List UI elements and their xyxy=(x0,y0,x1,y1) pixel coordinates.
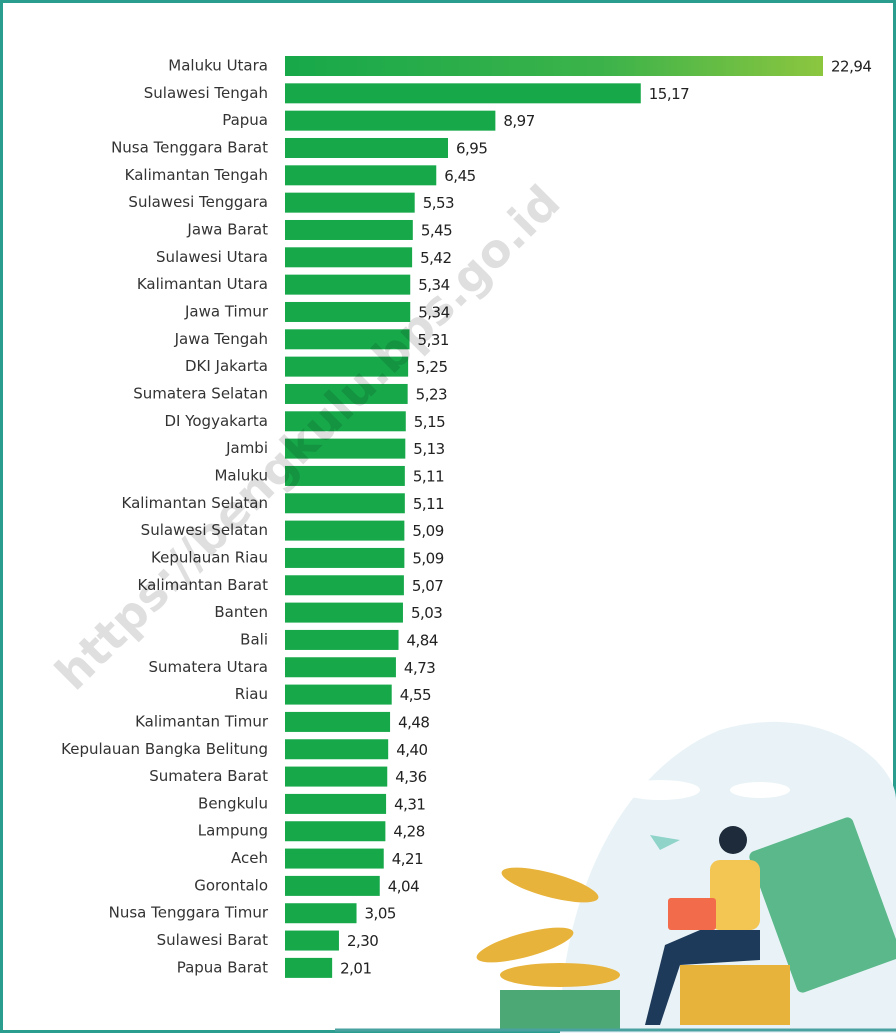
value-label: 3,05 xyxy=(365,905,396,923)
value-label: 2,30 xyxy=(347,932,378,950)
category-label: Sumatera Utara xyxy=(149,658,268,676)
bar xyxy=(285,220,413,240)
value-label: 5,53 xyxy=(423,194,454,212)
bar xyxy=(285,275,410,295)
value-label: 5,11 xyxy=(413,467,444,485)
category-label: Kalimantan Tengah xyxy=(125,166,268,184)
category-label: Sulawesi Tengah xyxy=(144,84,268,102)
category-label: Maluku Utara xyxy=(168,57,268,75)
bar xyxy=(285,794,386,814)
bar xyxy=(285,56,823,76)
bar xyxy=(285,849,384,869)
value-label: 5,09 xyxy=(412,549,443,567)
value-label: 4,40 xyxy=(396,741,427,759)
value-label: 5,15 xyxy=(414,413,445,431)
value-label: 5,13 xyxy=(413,440,444,458)
bar xyxy=(285,685,392,705)
value-label: 5,07 xyxy=(412,577,443,595)
category-label: Bengkulu xyxy=(198,794,268,812)
value-label: 2,01 xyxy=(340,959,371,977)
bar xyxy=(285,876,380,896)
value-label: 15,17 xyxy=(649,85,689,103)
bar xyxy=(285,739,388,759)
bar xyxy=(285,493,405,513)
bar xyxy=(285,138,448,158)
category-label: Lampung xyxy=(198,822,268,840)
category-label: Sulawesi Barat xyxy=(157,931,268,949)
category-label: Sumatera Selatan xyxy=(133,384,268,402)
value-label: 4,28 xyxy=(393,823,424,841)
bar xyxy=(285,193,415,213)
category-label: Jawa Tengah xyxy=(174,330,268,348)
bar xyxy=(285,83,641,103)
bar xyxy=(285,548,404,568)
category-label: Banten xyxy=(214,603,268,621)
value-label: 5,45 xyxy=(421,221,452,239)
category-label: Jawa Timur xyxy=(184,302,269,320)
bar xyxy=(285,903,357,923)
category-label: Kalimantan Timur xyxy=(135,712,269,730)
value-label: 5,03 xyxy=(411,604,442,622)
value-label: 22,94 xyxy=(831,58,871,76)
category-label: Nusa Tenggara Barat xyxy=(111,138,268,156)
category-label: Kepulauan Bangka Belitung xyxy=(61,740,268,758)
chart: Maluku Utara 22,94 Sulawesi Tengah 15,17 Pap… xyxy=(0,0,896,1033)
category-label: Jawa Barat xyxy=(186,220,268,238)
value-label: 4,04 xyxy=(388,877,419,895)
category-label: Sulawesi Tenggara xyxy=(128,193,268,211)
value-label: 8,97 xyxy=(503,112,534,130)
value-label: 4,48 xyxy=(398,713,429,731)
bar xyxy=(285,958,332,978)
bar xyxy=(285,657,396,677)
category-label: Sulawesi Utara xyxy=(156,248,268,266)
value-label: 5,09 xyxy=(412,522,443,540)
value-label: 4,31 xyxy=(394,795,425,813)
category-label: DKI Jakarta xyxy=(185,357,268,375)
category-label: Riau xyxy=(235,685,268,703)
category-label: Papua Barat xyxy=(177,958,268,976)
value-label: 4,21 xyxy=(392,850,423,868)
bar xyxy=(285,521,404,541)
value-label: 5,11 xyxy=(413,495,444,513)
value-label: 5,23 xyxy=(416,385,447,403)
bar xyxy=(285,603,403,623)
value-label: 4,36 xyxy=(395,768,426,786)
bar xyxy=(285,931,339,951)
category-label: Papua xyxy=(222,111,268,129)
category-label: Aceh xyxy=(231,849,268,867)
value-label: 6,45 xyxy=(444,167,475,185)
category-label: Kalimantan Utara xyxy=(137,275,268,293)
value-label: 6,95 xyxy=(456,139,487,157)
category-label: Sumatera Barat xyxy=(149,767,268,785)
bar xyxy=(285,247,412,267)
category-label: Bali xyxy=(240,630,268,648)
bar xyxy=(285,712,390,732)
category-label: DI Yogyakarta xyxy=(164,412,268,430)
category-label: Gorontalo xyxy=(194,876,268,894)
bar xyxy=(285,165,436,185)
bar xyxy=(285,767,387,787)
category-label: Nusa Tenggara Timur xyxy=(109,904,269,922)
bar xyxy=(285,575,404,595)
value-label: 4,84 xyxy=(407,631,438,649)
bar xyxy=(285,630,399,650)
value-label: 4,55 xyxy=(400,686,431,704)
value-label: 4,73 xyxy=(404,659,435,677)
bar xyxy=(285,821,385,841)
bar xyxy=(285,111,495,131)
